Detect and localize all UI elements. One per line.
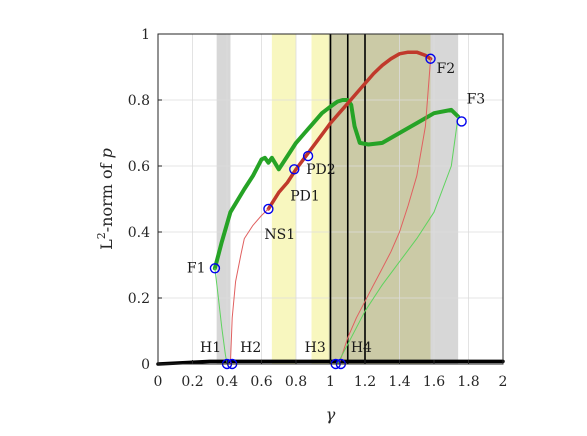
marker-f1 (209, 263, 221, 274)
marker-label-h3: H3 (305, 340, 326, 356)
y-tick-label-1: 0.2 (128, 291, 150, 307)
marker-f3 (456, 116, 467, 127)
y-axis-label-main: L (97, 239, 116, 250)
series-line-0 (156, 359, 505, 366)
x-tick-label-6: 1.2 (354, 374, 376, 390)
y-tick-label-5: 1 (141, 27, 150, 43)
marker-ns1 (263, 203, 274, 215)
axis-ticks (157, 33, 504, 365)
series-line-6 (336, 116, 459, 365)
y-tick-labels: 0 0.2 0.4 0.6 0.8 1 (128, 27, 150, 373)
x-tick-label-7: 1.4 (388, 374, 410, 390)
marker-pd2 (302, 150, 314, 162)
series-line-5 (214, 267, 228, 365)
series-line-2 (266, 50, 433, 211)
y-tick-label-2: 0.4 (128, 225, 150, 241)
series-group (156, 50, 505, 366)
marker-f2 (425, 53, 436, 64)
marker-label-pd2: PD2 (306, 162, 336, 178)
y-axis-label: L2-norm of p (95, 148, 116, 250)
x-tick-label-1: 0.2 (181, 374, 203, 390)
shaded-region-3 (328, 34, 431, 364)
x-axis-label: γ (326, 405, 336, 424)
series-line-4 (338, 58, 432, 365)
x-tick-label-2: 0.4 (216, 374, 238, 390)
marker-label-h2: H2 (240, 340, 261, 356)
x-tick-label-4: 0.8 (285, 374, 307, 390)
x-tick-label-0: 0 (154, 374, 163, 390)
marker-label-pd1: PD1 (290, 188, 320, 204)
y-axis-label-superscript: 2 (95, 232, 108, 239)
x-tick-label-10: 2 (499, 374, 508, 390)
marker-label-ns1: NS1 (264, 227, 295, 243)
x-tick-label-8: 1.6 (423, 374, 445, 390)
shaded-region-4 (430, 34, 459, 364)
series-line-3 (229, 208, 269, 365)
marker-label-h1: H1 (200, 340, 221, 356)
marker-label-f1: F1 (187, 260, 206, 276)
marker-pd1 (289, 164, 300, 175)
shaded-region-0 (216, 34, 231, 364)
marker-label-h4: H4 (351, 340, 372, 356)
x-tick-label-3: 0.6 (250, 374, 272, 390)
bifurcation-markers: F1 NS1 PD1 PD2 F2 F3 H1 H2 H3 H4 (187, 53, 486, 370)
series-line-1 (212, 98, 461, 271)
marker-label-f2: F2 (437, 61, 456, 77)
y-tick-label-3: 0.6 (128, 159, 150, 175)
x-tick-label-5: 1 (326, 374, 335, 390)
y-axis-label-rest: -norm of (97, 158, 116, 232)
marker-label-f3: F3 (467, 91, 486, 107)
x-tick-label-9: 1.8 (457, 374, 479, 390)
vertical-lines (329, 34, 366, 364)
y-axis-label-variable: p (97, 148, 116, 158)
y-tick-label-4: 0.8 (128, 93, 150, 109)
y-tick-label-0: 0 (141, 357, 150, 373)
x-tick-labels: 0 0.2 0.4 0.6 0.8 1 1.2 1.4 1.6 1.8 2 (154, 374, 508, 390)
shaded-region-2 (311, 34, 329, 364)
